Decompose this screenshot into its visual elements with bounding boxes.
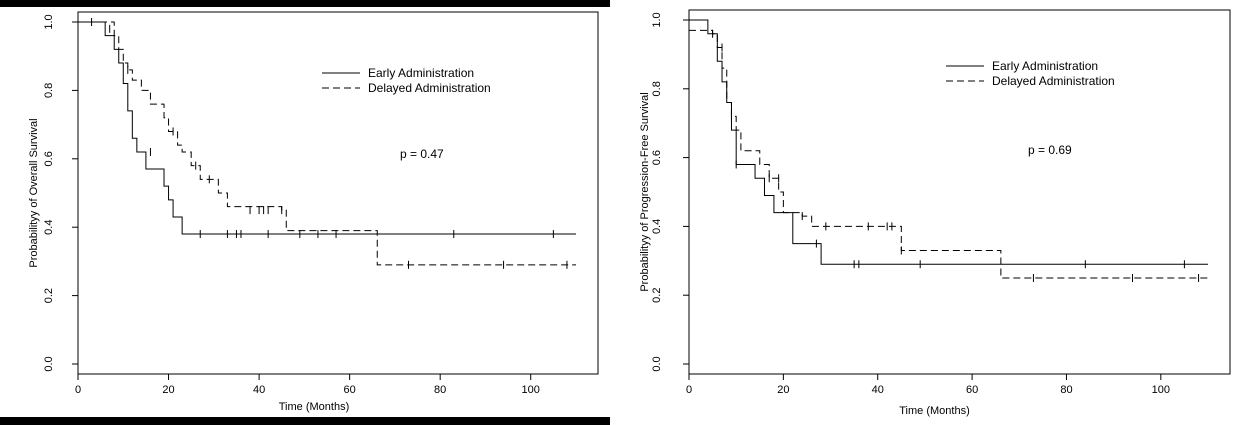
y-tick-label: 1.0 — [651, 12, 663, 27]
plot-frame — [77, 11, 599, 375]
black-band-bottom — [0, 417, 610, 425]
y-tick-label: 0.0 — [651, 356, 663, 371]
y-tick-label: 0.2 — [43, 288, 55, 303]
x-axis-label: Time (Months) — [899, 405, 970, 417]
x-tick-label: 60 — [344, 384, 356, 396]
x-tick-label: 100 — [1152, 384, 1170, 396]
legend-label-early: Early Administration — [992, 59, 1098, 73]
x-tick-label: 0 — [75, 384, 81, 396]
series-line-delayed — [78, 21, 576, 266]
y-tick-label: 0.8 — [43, 83, 55, 98]
y-tick-label: 0.4 — [651, 219, 663, 234]
legend-label-delayed: Delayed Administration — [368, 81, 491, 95]
x-tick-label: 100 — [522, 384, 540, 396]
x-tick-label: 20 — [162, 384, 174, 396]
chart-2: 0 20 40 60 80 100 0.0 0.2 0.4 0.6 0.8 1.0 Time (Mont… — [639, 9, 1231, 417]
y-axis-label: Probabilityy of Overall Survival — [28, 118, 40, 267]
y-tick-label: 0.6 — [651, 150, 663, 165]
series-line-early — [689, 19, 1208, 265]
x-tick-label: 20 — [777, 384, 789, 396]
legend-label-early: Early Administration — [368, 66, 474, 80]
y-tick-label: 0.0 — [43, 356, 55, 371]
chart-1: 0 20 40 60 80 100 0.0 0.2 0.4 0.6 0.8 1.0 Time (Mont… — [28, 11, 599, 413]
y-tick-label: 1.0 — [43, 14, 55, 29]
series-line-delayed — [689, 29, 1208, 279]
p-value-annotation: p = 0.47 — [400, 147, 444, 161]
legend-label-delayed: Delayed Administration — [992, 74, 1115, 88]
x-tick-label: 40 — [872, 384, 884, 396]
series-line-early — [78, 21, 576, 235]
x-tick-label: 40 — [253, 384, 265, 396]
y-axis-label: Probabilityy of Progression-Free Surviva… — [639, 92, 651, 291]
x-tick-label: 0 — [686, 384, 692, 396]
y-tick-label: 0.2 — [651, 288, 663, 303]
y-tick-label: 0.8 — [651, 81, 663, 96]
p-value-annotation: p = 0.69 — [1028, 143, 1072, 157]
black-band-top — [0, 0, 610, 7]
plot-frame — [688, 9, 1231, 375]
y-tick-label: 0.6 — [43, 151, 55, 166]
x-axis-label: Time (Months) — [279, 401, 350, 413]
x-tick-label: 80 — [434, 384, 446, 396]
x-tick-label: 80 — [1060, 384, 1072, 396]
y-tick-label: 0.4 — [43, 220, 55, 235]
x-tick-label: 60 — [966, 384, 978, 396]
